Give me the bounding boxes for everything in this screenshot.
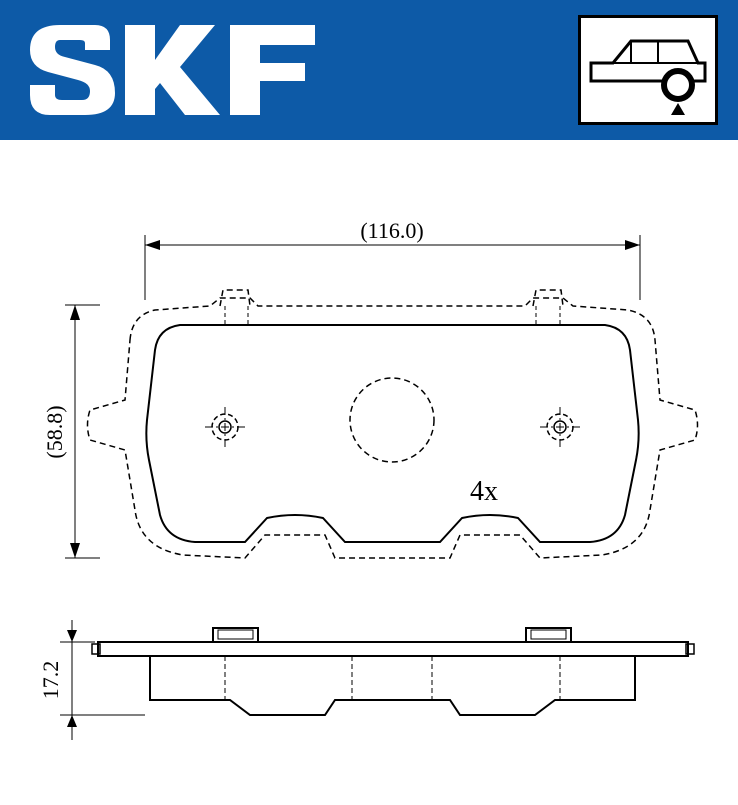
height-label: (58.8)	[42, 405, 67, 458]
height-dimension: (58.8)	[42, 305, 100, 558]
brake-pad-side-view	[92, 628, 694, 715]
position-icon-box	[578, 15, 718, 125]
width-label: (116.0)	[360, 218, 423, 243]
brake-pad-front-view: 4x	[88, 290, 698, 558]
thickness-dimension: 17.2	[38, 620, 145, 740]
width-dimension: (116.0)	[145, 218, 640, 300]
rear-axle-icon	[583, 23, 713, 118]
brand-header	[0, 0, 738, 140]
thickness-label: 17.2	[38, 661, 63, 700]
skf-logo	[20, 15, 320, 130]
quantity-label: 4x	[470, 476, 498, 507]
technical-diagram: (116.0) (58.8)	[0, 140, 738, 800]
